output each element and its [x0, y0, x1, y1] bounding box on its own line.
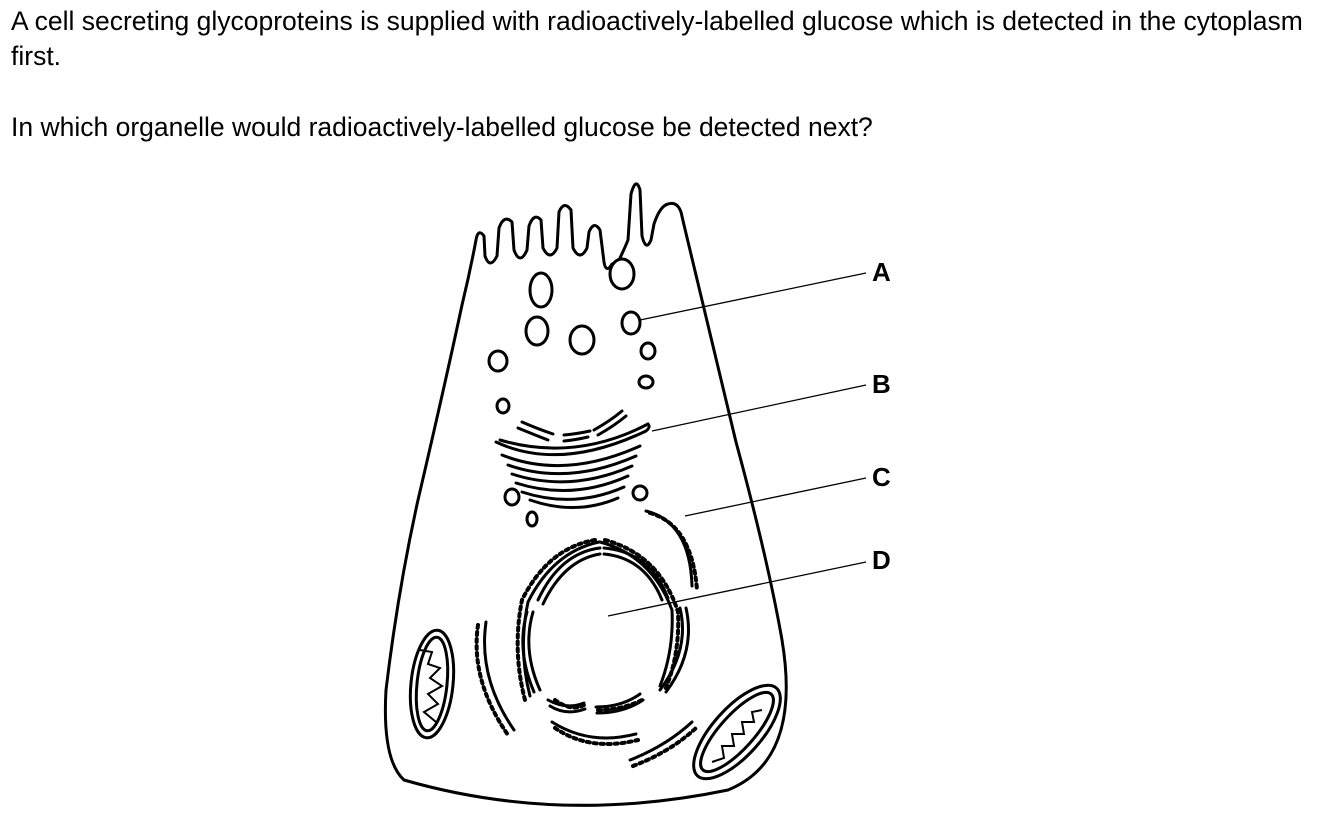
label-b: B — [872, 369, 891, 399]
secretory-vesicles — [487, 257, 657, 528]
label-c: C — [872, 462, 891, 492]
mitochondrion-left — [408, 628, 456, 740]
rough-endoplasmic-reticulum — [474, 509, 699, 768]
question-stem: A cell secreting glycoproteins is suppli… — [11, 6, 1303, 71]
golgi-apparatus — [494, 409, 651, 509]
label-d: D — [872, 545, 891, 575]
mitochondrion-right — [692, 683, 782, 781]
label-leader-lines — [607, 272, 867, 617]
cell-membrane — [383, 182, 788, 807]
label-a: A — [872, 257, 891, 287]
question-prompt: In which organelle would radioactively-l… — [11, 112, 873, 142]
